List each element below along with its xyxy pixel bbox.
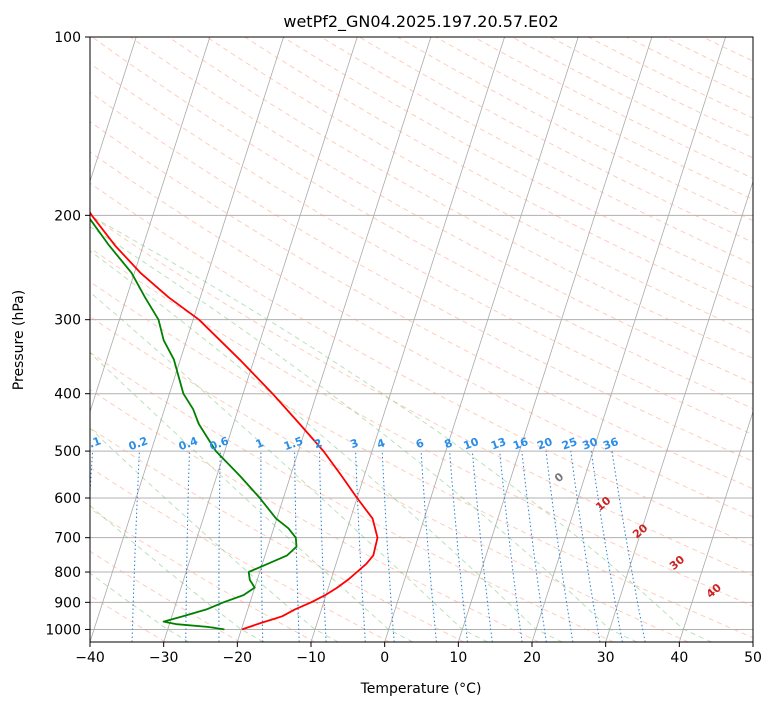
dry-adiabat-line (397, 37, 753, 222)
moist-adiabat-line (90, 291, 488, 642)
y-tick-label: 200 (54, 208, 81, 224)
y-tick-label: 700 (54, 531, 81, 547)
y-tick-label: 800 (54, 565, 81, 581)
dry-adiabat-line (90, 247, 753, 607)
mixing-ratio-label: 10 (462, 435, 481, 453)
mixing-ratio-label: 2 (312, 436, 324, 451)
moist-adiabat-line (90, 504, 264, 642)
mixing-ratio-label: 36 (601, 435, 620, 453)
mixing-ratio-label: 1.5 (282, 434, 305, 453)
moist-adiabat-line (90, 215, 712, 642)
mixing-ratio-label: 20 (535, 435, 554, 453)
dry-adiabat-line (90, 62, 753, 436)
profile-line-2 (90, 217, 298, 631)
mixing-ratio-line (611, 451, 646, 642)
y-axis-label: Pressure (hPa) (11, 290, 27, 390)
dry-adiabat-line (511, 37, 753, 159)
mixing-ratio-line (499, 451, 523, 642)
y-tick-label: 300 (54, 313, 81, 329)
dry-adiabat-line (130, 37, 753, 384)
isotherm-line (457, 37, 653, 642)
mixing-ratio-label: 4 (375, 436, 387, 451)
line-labels: -100-90-80-70-60-50-40-30-20-100.10.20.4… (90, 434, 724, 601)
dry-adiabat-line (90, 508, 315, 642)
moist-adiabat-line (90, 250, 563, 642)
mixing-ratio-label: 6 (414, 436, 426, 451)
isotherm-line (678, 410, 753, 642)
x-tick-label: 40 (670, 650, 688, 666)
plot-grid (90, 37, 753, 642)
dry-adiabat-line (320, 37, 753, 266)
isotherm-line (90, 37, 137, 183)
chart-title: wetPf2_GN04.2025.197.20.57.E02 (283, 12, 558, 32)
x-tick-label: 0 (380, 650, 389, 666)
y-tick-label: 100 (54, 30, 81, 46)
y-tick-label: 1000 (45, 622, 81, 638)
dry-adiabat-line (90, 91, 753, 462)
mixing-ratio-label: 0.6 (208, 434, 231, 453)
dry-adiabat-line (90, 214, 753, 577)
x-tick-label: 20 (523, 650, 541, 666)
isotherm-line (384, 37, 579, 642)
mixing-ratio-label: 0.2 (127, 434, 150, 453)
x-tick-label: −20 (223, 650, 253, 666)
x-tick-label: 10 (449, 650, 467, 666)
mixing-ratio-label: 25 (560, 435, 579, 452)
mixing-ratio-label: 30 (581, 435, 600, 453)
x-tick-label: 30 (597, 650, 615, 666)
dry-adiabat-line (435, 37, 753, 200)
dry-adiabat-line (282, 37, 753, 288)
y-tick-label: 900 (54, 595, 81, 611)
mixing-ratio-label: 1 (254, 436, 266, 451)
dry-adiabat-line (90, 121, 753, 490)
x-tick-label: −10 (296, 650, 326, 666)
dry-adiabat-line (92, 37, 753, 410)
dry-adiabat-line (206, 37, 753, 335)
mixing-ratio-label: 0.4 (177, 434, 200, 453)
dry-adiabat-line (168, 37, 753, 359)
x-tick-label: −40 (75, 650, 105, 666)
dry-adiabat-line (90, 315, 689, 642)
mixing-ratio-label: 8 (443, 436, 455, 451)
plot-frame (89, 36, 754, 643)
mixing-ratio-line (590, 451, 623, 642)
mixing-ratio-line (471, 451, 493, 642)
mixing-ratio-line (570, 451, 601, 642)
y-tick-label: 600 (54, 491, 81, 507)
y-tick-label: 500 (54, 444, 81, 460)
isotherm-line (605, 180, 753, 642)
isotherm-line (90, 37, 284, 642)
profile-line-1 (90, 211, 379, 631)
axis-ticks: −40 −30 −20 −10 0 10 20 30 40 5010020030040050060… (45, 30, 762, 666)
x-tick-label: 50 (744, 650, 762, 666)
dry-adiabat-line (90, 182, 753, 547)
isotherm-line (90, 37, 211, 414)
isotherm-line (163, 37, 358, 642)
dry-adiabat-line (90, 466, 390, 642)
mixing-ratio-line (545, 451, 574, 642)
isotherm-line (531, 37, 726, 642)
moist-adiabat-line (90, 226, 638, 642)
isotherm-line (310, 37, 505, 642)
dry-adiabat-line (90, 351, 614, 642)
isotherm-line (236, 37, 432, 642)
mixing-ratio-label: 16 (511, 435, 530, 453)
dry-adiabat-line (90, 281, 753, 639)
y-tick-label: 400 (54, 387, 81, 403)
series-layer (90, 211, 379, 631)
mixing-ratio-label: 13 (489, 435, 508, 452)
x-axis-label: Temperature (°C) (360, 681, 482, 697)
mixing-ratio-line (521, 451, 547, 642)
x-tick-label: −30 (149, 650, 179, 666)
mixing-ratio-label: 3 (349, 436, 361, 451)
